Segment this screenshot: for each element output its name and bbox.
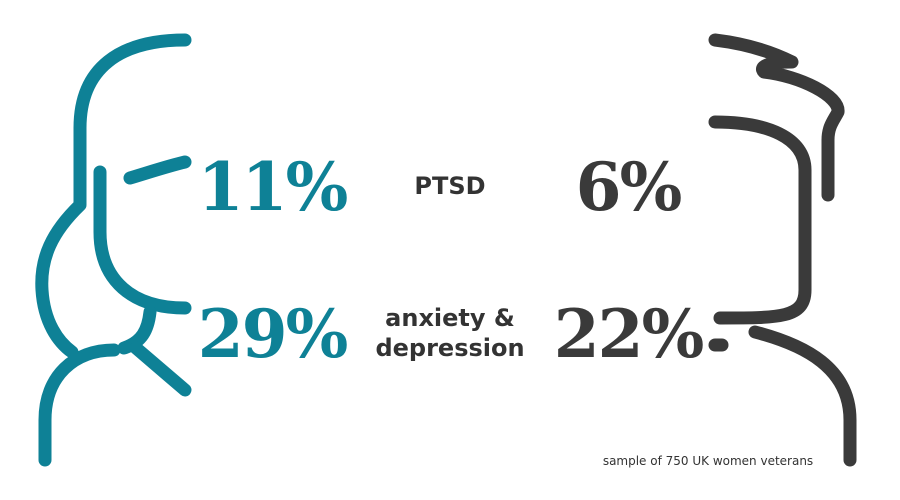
men-value: 6% xyxy=(576,148,682,226)
row-label: PTSD xyxy=(414,172,485,200)
women-value: 29% xyxy=(198,295,348,373)
face-outline xyxy=(708,115,812,325)
footnote: sample of 750 UK women veterans xyxy=(603,454,813,468)
women-value: 11% xyxy=(198,148,348,226)
shoulder xyxy=(748,325,857,467)
hair xyxy=(708,33,845,202)
men-value: 22% xyxy=(554,295,704,373)
hair-outline xyxy=(35,33,192,359)
shoulder xyxy=(38,343,121,467)
row-label: depression xyxy=(375,334,524,362)
row-label: anxiety & xyxy=(385,304,515,332)
face-outline xyxy=(93,165,192,315)
neck xyxy=(117,305,157,355)
eyebrow xyxy=(123,155,192,185)
collar xyxy=(129,341,192,397)
woman-silhouette xyxy=(35,33,192,467)
man-silhouette xyxy=(708,33,857,467)
